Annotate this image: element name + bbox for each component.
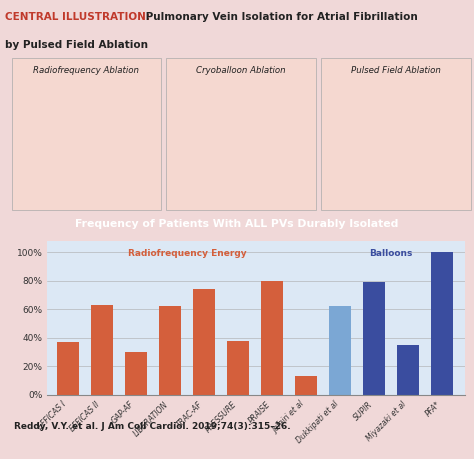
Text: Radiofrequency Energy: Radiofrequency Energy bbox=[128, 249, 246, 258]
Bar bbox=[57, 342, 79, 395]
Bar bbox=[227, 341, 249, 395]
FancyBboxPatch shape bbox=[166, 58, 316, 210]
Bar bbox=[363, 282, 385, 395]
Text: Pulmonary Vein Isolation for Atrial Fibrillation: Pulmonary Vein Isolation for Atrial Fibr… bbox=[142, 12, 418, 22]
Bar bbox=[397, 345, 419, 395]
Text: by Pulsed Field Ablation: by Pulsed Field Ablation bbox=[5, 40, 148, 50]
Bar bbox=[295, 376, 317, 395]
Text: Radiofrequency Ablation: Radiofrequency Ablation bbox=[34, 66, 139, 75]
Bar bbox=[125, 352, 147, 395]
Text: Balloons: Balloons bbox=[370, 249, 413, 258]
Bar bbox=[329, 307, 351, 395]
Bar bbox=[91, 305, 113, 395]
Text: Cryoballoon Ablation: Cryoballoon Ablation bbox=[196, 66, 286, 75]
Text: Pulsed Field Ablation: Pulsed Field Ablation bbox=[351, 66, 441, 75]
Text: CENTRAL ILLUSTRATION:: CENTRAL ILLUSTRATION: bbox=[5, 12, 150, 22]
Text: Reddy, V.Y. et al. J Am Coll Cardiol. 2019;74(3):315–26.: Reddy, V.Y. et al. J Am Coll Cardiol. 20… bbox=[14, 422, 291, 431]
Bar bbox=[431, 252, 454, 395]
Text: Frequency of Patients With ALL PVs Durably Isolated: Frequency of Patients With ALL PVs Durab… bbox=[75, 219, 399, 230]
Bar bbox=[159, 307, 181, 395]
Bar bbox=[193, 289, 215, 395]
FancyBboxPatch shape bbox=[321, 58, 471, 210]
Bar bbox=[261, 281, 283, 395]
FancyBboxPatch shape bbox=[12, 58, 161, 210]
